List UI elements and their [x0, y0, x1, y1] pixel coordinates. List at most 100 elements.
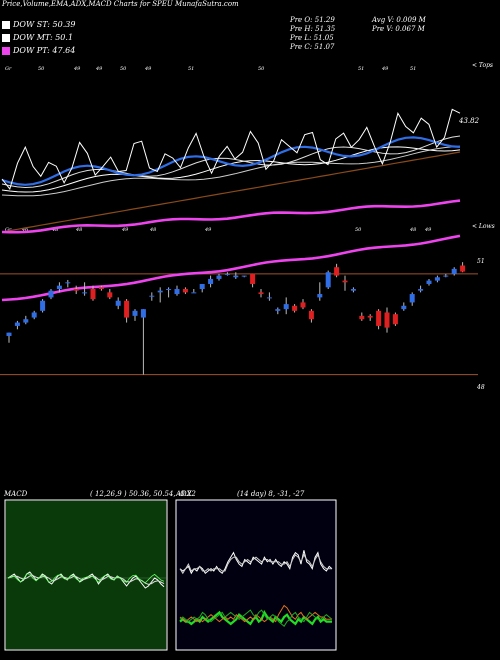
top-marker-label: 49: [73, 66, 81, 72]
candle-body: [292, 305, 298, 311]
candle-body: [460, 265, 466, 272]
legend-swatch: [2, 34, 10, 42]
chart-title: Price,Volume,EMA,ADX,MACD Charts for SPE…: [2, 0, 239, 8]
low-marker-label: 49: [204, 227, 212, 233]
candle-body: [401, 305, 407, 310]
top-marker-label: 50: [258, 66, 265, 72]
legend-item-mt: DOW MT: 50.1: [2, 31, 73, 44]
candle-body: [208, 278, 214, 284]
close-price-line: [1, 108, 461, 190]
candle-body: [149, 295, 155, 297]
candle-body: [140, 309, 146, 318]
low-marker-label: 49: [121, 227, 129, 233]
legend-swatch: [2, 21, 10, 29]
ema-line-a: [1, 136, 461, 186]
candle-body: [90, 289, 96, 300]
stat-pre-volume: Pre V: 0.067 M: [372, 25, 425, 33]
low-marker-label: 48: [409, 227, 416, 233]
candle-body: [191, 292, 197, 294]
stat-avg-volume: Avg V: 0.009 M: [372, 16, 426, 24]
candle-body: [40, 300, 46, 311]
legend-label: DOW MT: 50.1: [13, 33, 74, 42]
candle-body: [418, 289, 424, 291]
low-marker-label: 48: [75, 227, 82, 233]
candle-body: [266, 297, 272, 299]
candle-body: [31, 312, 37, 318]
macd-title: MACD: [4, 490, 28, 498]
adx-panel-frame: [175, 499, 337, 651]
candle-body: [6, 332, 12, 336]
top-marker-label: 49: [381, 66, 389, 72]
macd-params: ( 12,26,9 ) 50.36, 50.54, -0.22: [90, 490, 196, 498]
candle-body: [350, 289, 356, 291]
legend-swatch: [2, 47, 10, 55]
candle-body: [157, 290, 163, 293]
macd-series-line: [7, 575, 165, 585]
price-axis-upper: 51: [477, 258, 485, 265]
candle-body: [325, 272, 331, 288]
candle-body: [14, 322, 20, 326]
candle-body: [48, 290, 54, 298]
ema-line-b: [1, 135, 461, 189]
candle-body: [199, 283, 205, 290]
candle-body: [224, 273, 230, 275]
candle-body: [182, 289, 188, 293]
top-marker-label: 51: [358, 66, 364, 72]
candle-body: [124, 300, 130, 318]
candle-body: [250, 273, 256, 284]
candle-body: [107, 292, 113, 298]
candle-body: [342, 280, 348, 283]
stat-low: Pre L: 51.05: [290, 34, 334, 42]
long-ema-line: [1, 151, 461, 233]
candle-body: [308, 310, 314, 320]
top-marker-label: Gr: [5, 66, 12, 72]
candle-body: [174, 289, 180, 295]
stat-high: Pre H: 51.35: [290, 25, 336, 33]
candle-body: [443, 275, 449, 277]
top-marker-label: 50: [120, 66, 127, 72]
candle-body: [275, 309, 281, 311]
candle-body: [451, 268, 457, 274]
candle-body: [317, 294, 323, 298]
low-marker-label: Gr: [5, 227, 12, 233]
candle-body: [359, 315, 365, 320]
stat-close: Pre C: 51.07: [290, 43, 335, 51]
dow-pt-trend-line: [1, 234, 461, 302]
top-marker-label: 49: [144, 66, 152, 72]
candle-body: [258, 292, 264, 295]
macd-series-line: [7, 573, 165, 584]
adx-series-line: [179, 609, 333, 627]
legend-item-pt: DOW PT: 47.64: [2, 44, 75, 57]
candle-body: [98, 287, 104, 290]
top-marker-label: 51: [188, 66, 194, 72]
candle-body: [65, 282, 71, 284]
adx-params: (14 day) 8, -31, -27: [237, 490, 305, 498]
top-marker-label: 49: [95, 66, 103, 72]
low-marker-label: 48: [51, 227, 58, 233]
top-marker-label: 50: [38, 66, 45, 72]
candle-body: [409, 294, 415, 303]
candle-body: [384, 312, 390, 328]
candle-body: [56, 285, 62, 290]
low-marker-label: 50: [355, 227, 362, 233]
candle-body: [216, 275, 222, 279]
candle-body: [115, 300, 121, 306]
legend-label: DOW ST: 50.39: [13, 20, 76, 29]
candle-body: [132, 310, 138, 316]
adx-title: ADX: [176, 490, 192, 498]
candle-body: [376, 310, 382, 326]
low-marker-label: 49: [424, 227, 432, 233]
stat-open: Pre O: 51.29: [290, 16, 335, 24]
candle-body: [82, 292, 88, 294]
candle-body: [233, 275, 239, 278]
tops-label: < Tops: [472, 62, 494, 69]
candle-body: [283, 304, 289, 310]
candle-body: [23, 319, 29, 323]
low-marker-label: 46: [21, 227, 29, 233]
top-marker-label: 51: [410, 66, 416, 72]
dow-pt-trend-upper: [1, 199, 461, 234]
candle-body: [166, 289, 172, 291]
candle-body: [334, 267, 340, 276]
